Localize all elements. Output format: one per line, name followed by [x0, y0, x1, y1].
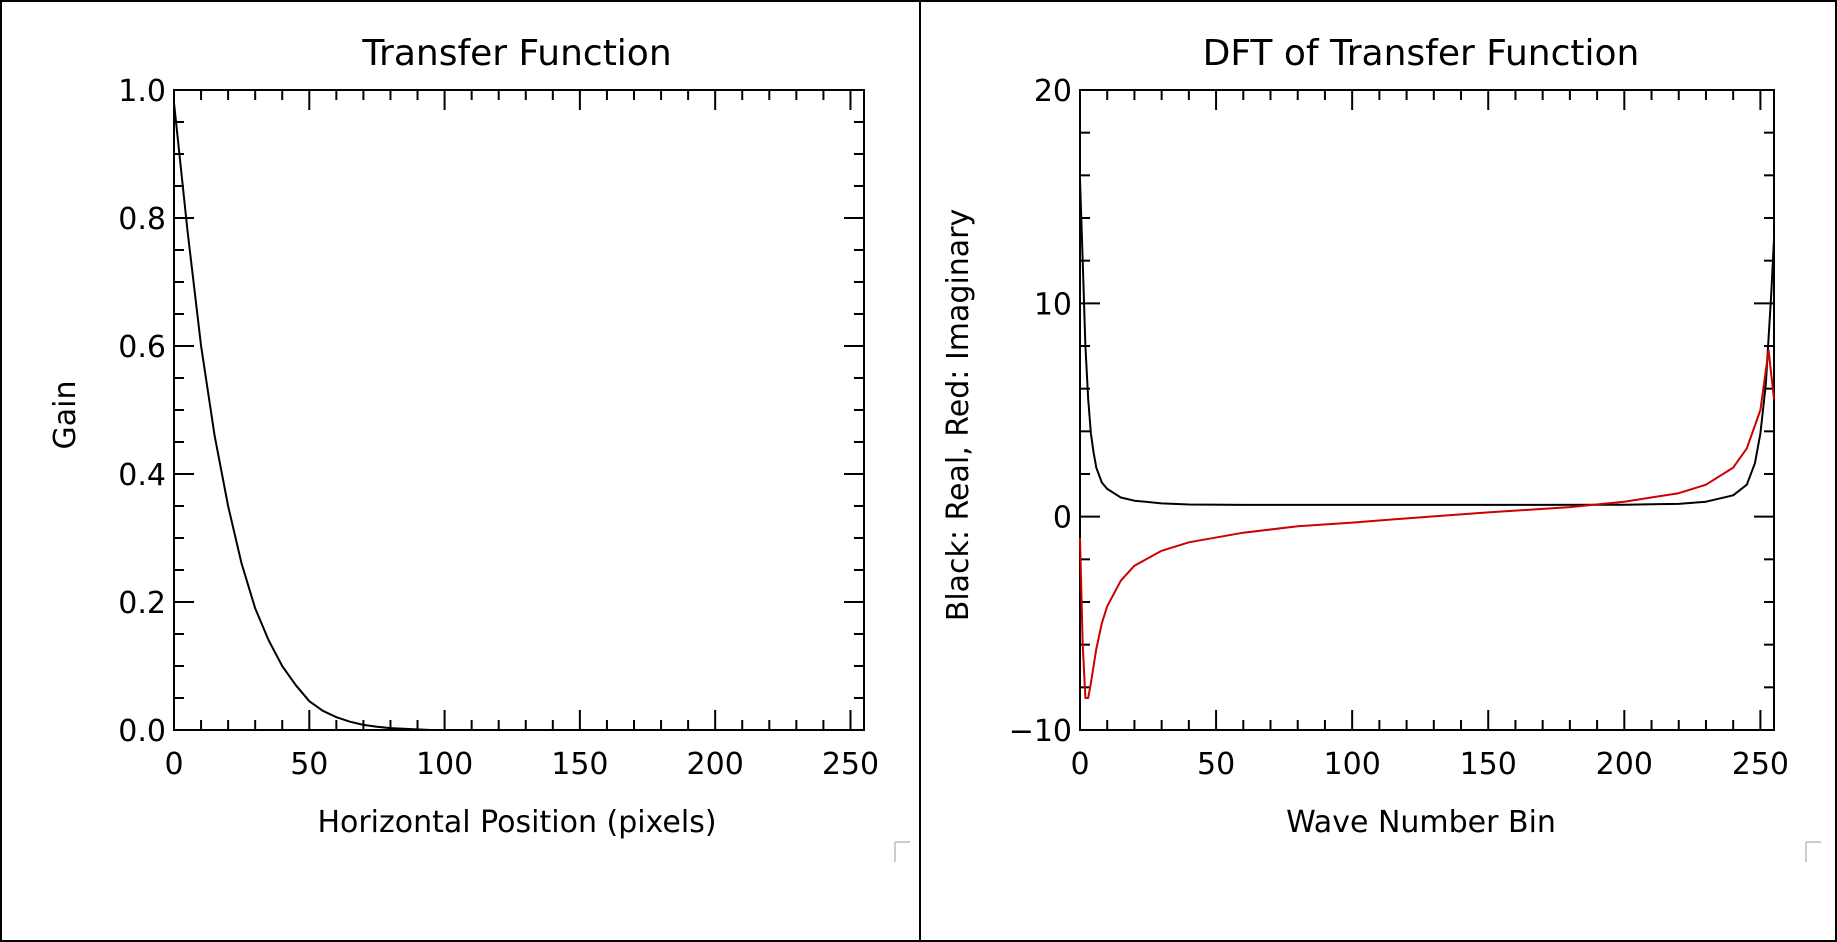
- y-tick-label: 0.4: [118, 458, 166, 493]
- y-axis-label: Black: Real, Red: Imaginary: [941, 209, 976, 622]
- y-tick-label: 0.8: [118, 202, 166, 237]
- x-tick-label: 200: [687, 747, 744, 782]
- axis-ticks: [173, 89, 864, 731]
- chart-title: Transfer Function: [361, 33, 671, 74]
- series-group: [173, 102, 445, 731]
- corner-mark-right: [1805, 841, 1821, 862]
- y-tick-label: 0: [1053, 501, 1072, 536]
- x-tick-label: 50: [290, 747, 328, 782]
- x-tick-label: 150: [551, 747, 608, 782]
- series-group: [1079, 179, 1775, 699]
- x-tick-label: 50: [1197, 747, 1235, 782]
- x-tick-label: 200: [1596, 747, 1653, 782]
- plot-area: [1079, 89, 1775, 731]
- x-tick-label: 250: [822, 747, 879, 782]
- y-tick-label: 1.0: [118, 74, 166, 109]
- axis-ticks: [1079, 89, 1774, 731]
- x-tick-label: 250: [1732, 747, 1789, 782]
- x-tick-label: 0: [164, 747, 183, 782]
- series-line-2: [1079, 349, 1775, 699]
- y-tick-label: −10: [1009, 714, 1072, 749]
- y-tick-label: 0.2: [118, 586, 166, 621]
- y-axis-label: Gain: [48, 381, 83, 450]
- chart-dft-transfer-function: DFT of Transfer Function Wave Number Bin…: [941, 33, 1789, 840]
- x-tick-label: 150: [1460, 747, 1517, 782]
- series-line-1: [173, 102, 445, 731]
- x-tick-label: 100: [1324, 747, 1381, 782]
- y-tick-label: 0.6: [118, 330, 166, 365]
- x-axis-label: Horizontal Position (pixels): [317, 805, 716, 840]
- x-tick-label: 100: [416, 747, 473, 782]
- x-tick-label: 0: [1070, 747, 1089, 782]
- y-tick-label: 0.0: [118, 714, 166, 749]
- tick-labels: 0 50 100 150 200 250 0.0 0.2 0.4 0.6 0.8 1.0: [118, 74, 879, 782]
- y-tick-label: 10: [1034, 287, 1072, 322]
- corner-mark-left: [894, 841, 910, 862]
- chart-transfer-function: Transfer Function Horizontal Position (p…: [48, 33, 879, 840]
- chart-title: DFT of Transfer Function: [1203, 33, 1640, 74]
- y-tick-label: 20: [1034, 74, 1072, 109]
- x-axis-label: Wave Number Bin: [1286, 805, 1556, 840]
- series-line-1: [1079, 179, 1775, 506]
- plot-area: [173, 89, 865, 731]
